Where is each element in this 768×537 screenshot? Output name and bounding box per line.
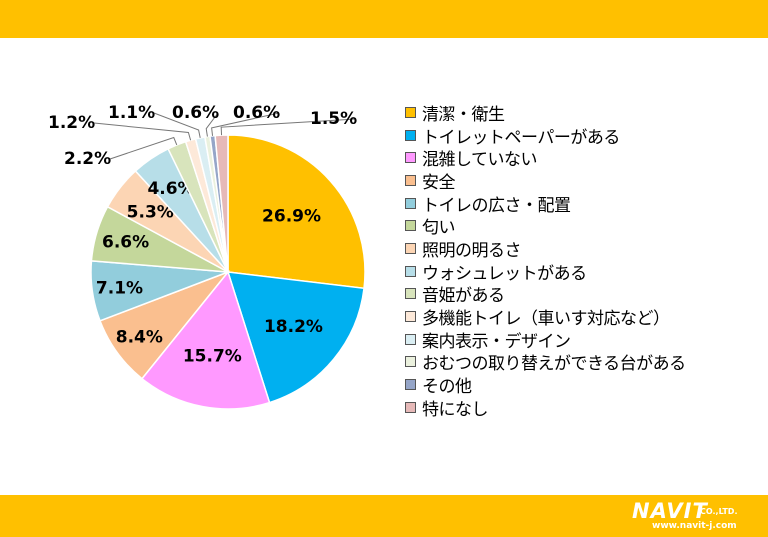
leader-line <box>93 122 192 141</box>
legend-swatch <box>405 152 416 164</box>
legend-label: 照明の明るさ <box>422 240 522 261</box>
legend-label: 清潔・衛生 <box>422 104 505 125</box>
company-logo: NAVIT CO.,LTD. www.navit-j.com <box>632 499 764 533</box>
data-label: 0.6% <box>172 103 219 123</box>
legend-swatch <box>405 288 416 300</box>
legend-label: おむつの取り替えができる台がある <box>422 354 686 375</box>
pie-slice <box>140 270 271 410</box>
legend-label: 安全 <box>422 172 456 193</box>
top-banner <box>0 0 768 38</box>
legend-item: 多機能トイレ（車いす対応など） <box>405 305 765 330</box>
legend-label: 特になし <box>422 399 489 420</box>
leader-line <box>153 112 201 138</box>
legend: 清潔・衛生 トイレットペーパーがある 混雑していない 安全 トイレの広さ・配置 匂い 照明の… <box>405 101 765 420</box>
pie-chart: 26.9% 18.2% 15.7% 8.4% 7.1% 6.6% 5.3% 4.6% 2.2% 1… <box>48 103 366 410</box>
data-label: 26.9% <box>262 207 321 227</box>
data-label: 6.6% <box>102 233 149 253</box>
legend-label: 多機能トイレ（車いす対応など） <box>422 309 670 330</box>
legend-item: 案内表示・デザイン <box>405 328 765 352</box>
data-label: 1.5% <box>310 109 357 129</box>
legend-swatch <box>405 311 416 323</box>
legend-item: 特になし <box>405 396 765 420</box>
legend-swatch <box>405 106 416 118</box>
data-label: 7.1% <box>96 278 143 298</box>
legend-label: 音姫がある <box>422 286 505 307</box>
leader-line <box>211 112 280 136</box>
leader-line <box>109 136 178 160</box>
legend-swatch <box>405 242 416 254</box>
data-label: 0.6% <box>233 103 280 123</box>
legend-label: 匂い <box>422 218 456 239</box>
data-label: 8.4% <box>116 327 163 347</box>
legend-swatch <box>405 379 416 391</box>
legend-item: ウォシュレットがある <box>405 260 765 284</box>
leader-line <box>205 112 219 137</box>
data-label: 2.2% <box>64 149 111 169</box>
legend-swatch <box>405 197 416 209</box>
legend-item: 照明の明るさ <box>405 237 765 261</box>
legend-label: ウォシュレットがある <box>422 263 587 284</box>
logo-suffix: CO.,LTD. <box>700 507 738 516</box>
legend-item: 匂い <box>405 214 765 239</box>
legend-item: 混雑していない <box>405 146 765 171</box>
legend-item: 音姫がある <box>405 283 765 306</box>
pie-slice <box>226 271 365 404</box>
logo-url: www.navit-j.com <box>652 521 737 531</box>
legend-item: トイレの広さ・配置 <box>405 192 765 216</box>
legend-item: その他 <box>405 373 765 398</box>
pie-slice <box>227 134 366 290</box>
legend-item: おむつの取り替えができる台がある <box>405 351 765 374</box>
legend-swatch <box>405 356 416 368</box>
legend-item: トイレットペーパーがある <box>405 124 765 148</box>
logo-text: NAVIT <box>632 499 708 523</box>
legend-swatch <box>405 174 416 186</box>
bottom-banner <box>0 495 768 537</box>
legend-label: トイレの広さ・配置 <box>422 195 571 216</box>
leader-line <box>220 118 357 136</box>
data-label: 5.3% <box>127 202 174 222</box>
legend-swatch <box>405 220 416 232</box>
legend-swatch <box>405 333 416 345</box>
data-label: 18.2% <box>264 317 323 337</box>
legend-swatch <box>405 129 416 141</box>
legend-label: その他 <box>422 377 472 398</box>
legend-label: 案内表示・デザイン <box>422 331 571 352</box>
legend-item: 清潔・衛生 <box>405 101 765 125</box>
legend-swatch <box>405 265 416 277</box>
data-label: 15.7% <box>183 346 242 366</box>
legend-label: 混雑していない <box>422 150 538 171</box>
legend-swatch <box>405 401 416 413</box>
data-label: 1.1% <box>108 103 155 123</box>
data-label: 1.2% <box>48 113 95 133</box>
legend-item: 安全 <box>405 169 765 193</box>
legend-label: トイレットペーパーがある <box>422 127 620 148</box>
data-label: 4.6% <box>147 179 194 199</box>
